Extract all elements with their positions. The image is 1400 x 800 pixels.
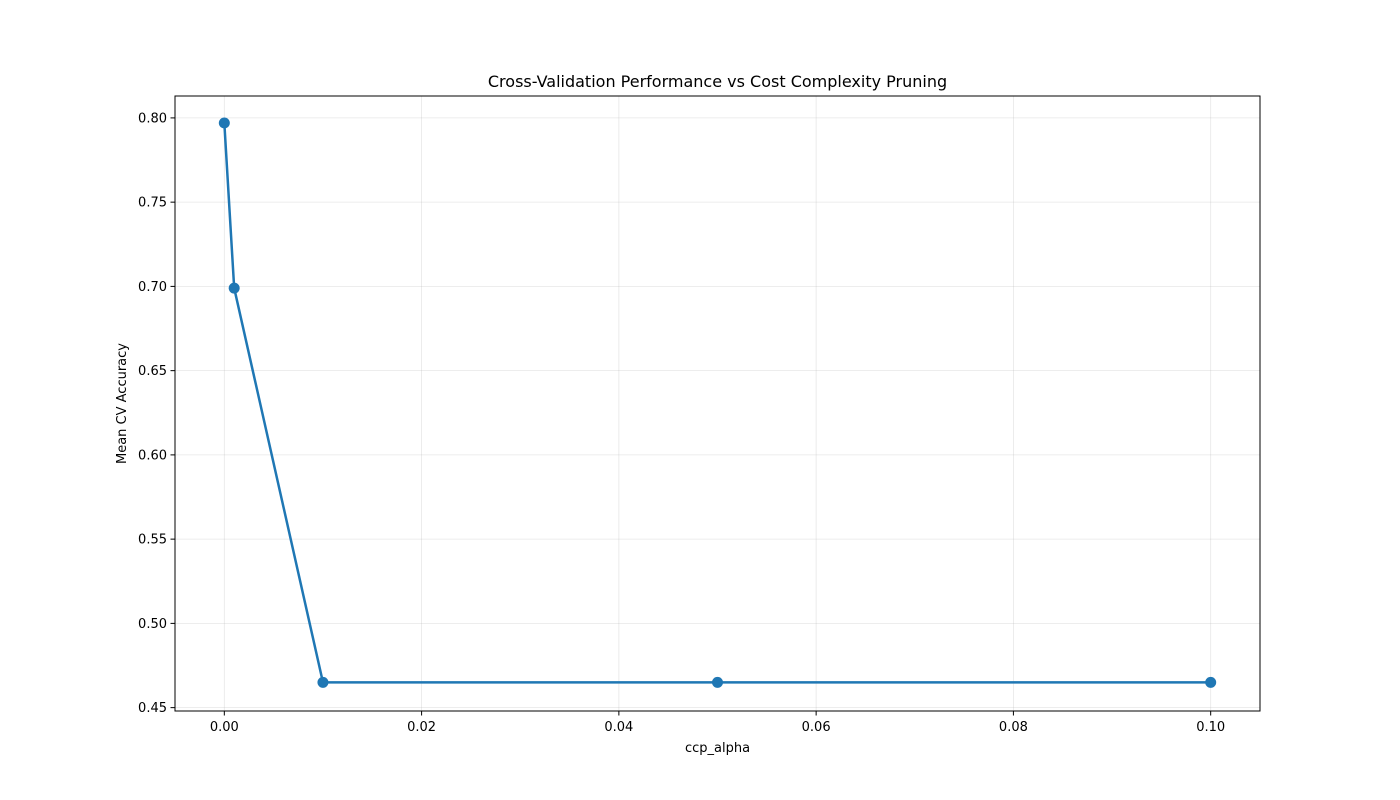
x-tick-label: 0.06 (802, 720, 831, 735)
series-line (223, 122, 1211, 684)
y-axis-label: Mean CV Accuracy (115, 343, 130, 464)
y-tick-label: 0.60 (138, 448, 167, 463)
y-tick-label: 0.55 (138, 533, 167, 548)
grid (175, 96, 1260, 711)
data-point (218, 117, 230, 129)
data-point (228, 282, 240, 294)
y-tick-label: 0.75 (138, 196, 167, 211)
data-point (317, 676, 329, 688)
chart-title: Cross-Validation Performance vs Cost Com… (488, 72, 947, 91)
data-point (712, 676, 723, 688)
x-tick-label: 0.10 (1196, 720, 1225, 735)
y-tick-label: 0.45 (138, 701, 167, 716)
x-tick-label: 0.02 (407, 720, 436, 735)
y-tick-label: 0.50 (138, 617, 167, 632)
series (218, 117, 1217, 688)
ticks: 0.00 0.02 0.04 0.06 0.08 0.10 0.45 0.50 0.55 0.60… (138, 111, 1225, 735)
x-axis-label: ccp_alpha (685, 741, 750, 756)
x-tick-label: 0.08 (999, 720, 1028, 735)
plot-area (174, 95, 1261, 712)
y-tick-label: 0.70 (138, 280, 167, 295)
x-tick-label: 0.00 (210, 720, 239, 735)
y-tick-label: 0.65 (138, 364, 167, 379)
data-point (1205, 676, 1217, 688)
y-tick-label: 0.80 (138, 111, 167, 126)
x-tick-label: 0.04 (604, 720, 633, 735)
